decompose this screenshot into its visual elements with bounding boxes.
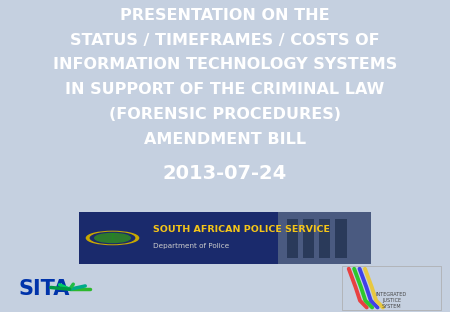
- Text: 2013-07-24: 2013-07-24: [163, 164, 287, 183]
- Text: SOUTH AFRICAN POLICE SERVICE: SOUTH AFRICAN POLICE SERVICE: [153, 225, 330, 234]
- Circle shape: [90, 232, 135, 244]
- FancyBboxPatch shape: [287, 219, 298, 258]
- FancyBboxPatch shape: [79, 212, 371, 264]
- Text: Department of Police: Department of Police: [153, 243, 229, 249]
- Text: STATUS / TIMEFRAMES / COSTS OF: STATUS / TIMEFRAMES / COSTS OF: [70, 33, 380, 48]
- Circle shape: [86, 232, 139, 245]
- Text: AMENDMENT BILL: AMENDMENT BILL: [144, 132, 306, 147]
- Circle shape: [95, 233, 130, 242]
- Text: T: T: [110, 233, 115, 242]
- Text: SITA: SITA: [18, 279, 69, 299]
- FancyBboxPatch shape: [303, 219, 314, 258]
- Text: (FORENSIC PROCEDURES): (FORENSIC PROCEDURES): [109, 107, 341, 122]
- Text: IN SUPPORT OF THE CRIMINAL LAW: IN SUPPORT OF THE CRIMINAL LAW: [65, 82, 385, 97]
- FancyBboxPatch shape: [278, 212, 371, 264]
- FancyBboxPatch shape: [319, 219, 330, 258]
- Text: INFORMATION TECHNOLOGY SYSTEMS: INFORMATION TECHNOLOGY SYSTEMS: [53, 57, 397, 72]
- Text: INTEGRATED
JUSTICE
SYSTEM: INTEGRATED JUSTICE SYSTEM: [376, 292, 407, 309]
- FancyBboxPatch shape: [335, 219, 346, 258]
- Text: PRESENTATION ON THE: PRESENTATION ON THE: [120, 8, 330, 23]
